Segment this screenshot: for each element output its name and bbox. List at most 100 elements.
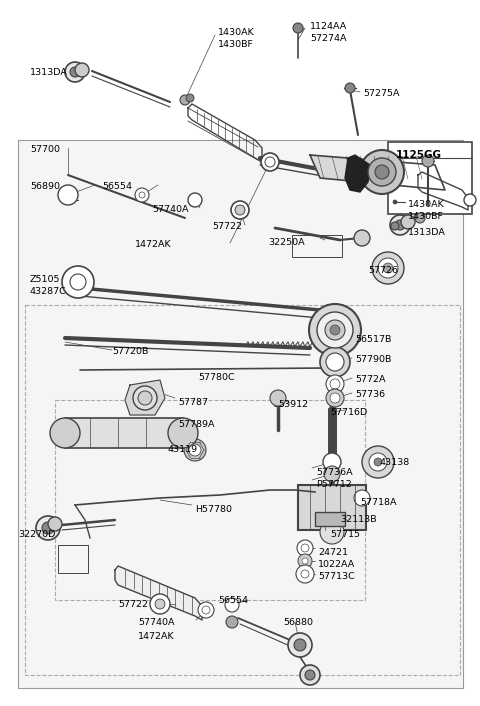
Circle shape (261, 153, 279, 171)
Circle shape (323, 453, 341, 471)
Text: 1430BF: 1430BF (408, 212, 444, 221)
Text: 1430AK: 1430AK (408, 200, 445, 209)
Circle shape (188, 193, 202, 207)
Text: 53912: 53912 (278, 400, 308, 409)
Text: 43287C: 43287C (30, 287, 67, 296)
Circle shape (198, 602, 214, 618)
Bar (298, 485, 366, 530)
Circle shape (62, 266, 94, 298)
Circle shape (270, 390, 286, 406)
Text: 5772A: 5772A (355, 375, 385, 384)
Circle shape (330, 325, 340, 335)
Circle shape (354, 230, 370, 246)
Text: 56554: 56554 (102, 182, 132, 191)
Text: 57789A: 57789A (178, 420, 215, 429)
Circle shape (464, 194, 476, 206)
Text: 1124AA: 1124AA (310, 22, 347, 31)
Circle shape (150, 594, 170, 614)
Text: Z5105: Z5105 (30, 275, 60, 284)
Text: 1472AK: 1472AK (135, 240, 172, 249)
Text: 57722: 57722 (118, 600, 148, 609)
Bar (65, 418, 183, 448)
Circle shape (326, 353, 344, 371)
Circle shape (226, 616, 238, 628)
Text: 57716D: 57716D (330, 408, 367, 417)
Bar (58, 545, 88, 573)
Text: 57713C: 57713C (318, 572, 355, 581)
Circle shape (368, 158, 396, 186)
Circle shape (372, 252, 404, 284)
Text: 57740A: 57740A (138, 618, 175, 627)
Circle shape (378, 258, 398, 278)
Circle shape (36, 516, 60, 540)
Text: 1430AK: 1430AK (218, 28, 255, 37)
Text: 24721: 24721 (318, 548, 348, 557)
Circle shape (75, 63, 89, 77)
Circle shape (375, 165, 389, 179)
Text: 57274A: 57274A (310, 34, 347, 43)
Text: P57712: P57712 (316, 480, 352, 489)
Circle shape (354, 490, 370, 506)
Polygon shape (310, 155, 445, 190)
Circle shape (189, 444, 201, 456)
Circle shape (345, 83, 355, 93)
Text: 57726: 57726 (368, 266, 398, 275)
Circle shape (225, 598, 239, 612)
Circle shape (133, 386, 157, 410)
Bar (315, 512, 345, 526)
Circle shape (390, 215, 410, 235)
Circle shape (401, 215, 415, 229)
Text: 32113B: 32113B (340, 515, 377, 524)
Text: 57736A: 57736A (316, 468, 353, 477)
Circle shape (184, 439, 206, 461)
Circle shape (320, 347, 350, 377)
Text: 57780C: 57780C (198, 373, 235, 382)
Bar (292, 235, 342, 257)
Circle shape (50, 418, 80, 448)
Circle shape (294, 639, 306, 651)
Circle shape (305, 670, 315, 680)
Circle shape (317, 312, 353, 348)
Text: 57740A: 57740A (152, 205, 189, 214)
Polygon shape (115, 566, 202, 620)
Text: H57780: H57780 (195, 505, 232, 514)
Circle shape (393, 200, 397, 204)
Circle shape (297, 540, 313, 556)
Circle shape (48, 517, 62, 531)
Circle shape (155, 599, 165, 609)
Circle shape (422, 155, 434, 167)
Text: 1125GG: 1125GG (396, 150, 442, 160)
Circle shape (231, 201, 249, 219)
Circle shape (326, 389, 344, 407)
Polygon shape (125, 380, 165, 415)
Circle shape (135, 188, 149, 202)
Circle shape (383, 263, 393, 273)
Circle shape (415, 213, 425, 223)
Text: 57715: 57715 (330, 530, 360, 539)
Circle shape (65, 62, 85, 82)
Text: 57790B: 57790B (355, 355, 391, 364)
Circle shape (138, 391, 152, 405)
Circle shape (324, 466, 340, 482)
Text: 1313DA: 1313DA (30, 68, 68, 77)
Circle shape (288, 633, 312, 657)
Circle shape (325, 320, 345, 340)
Circle shape (42, 522, 54, 534)
Bar (55, 400, 365, 600)
Text: 32250A: 32250A (268, 238, 305, 247)
Text: 56890: 56890 (30, 182, 60, 191)
Circle shape (70, 67, 80, 77)
Polygon shape (345, 155, 370, 192)
Circle shape (168, 418, 198, 448)
Circle shape (293, 23, 303, 33)
Text: 43138: 43138 (380, 458, 410, 467)
Circle shape (330, 393, 340, 403)
Circle shape (186, 94, 194, 102)
Text: 57787: 57787 (178, 398, 208, 407)
Text: 57275A: 57275A (363, 89, 399, 98)
Circle shape (180, 95, 190, 105)
Text: 57722: 57722 (212, 222, 242, 231)
Text: 1022AA: 1022AA (318, 560, 355, 569)
Circle shape (391, 222, 399, 230)
Circle shape (369, 453, 387, 471)
